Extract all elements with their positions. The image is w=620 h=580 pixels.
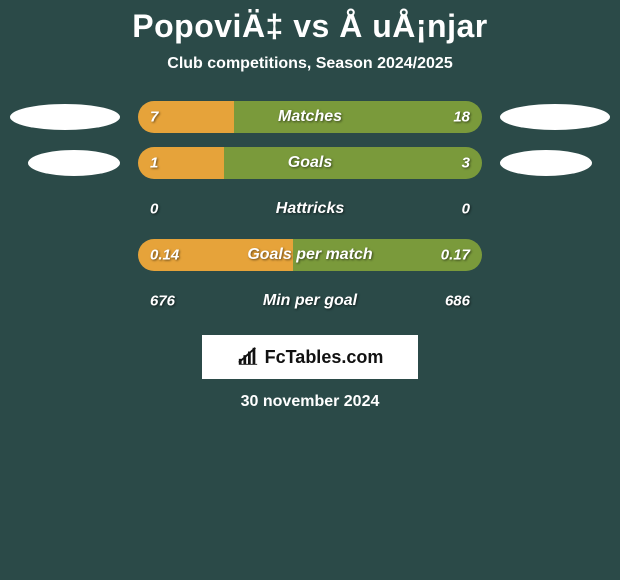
spacer [10,196,120,222]
stat-row: 7 Matches 18 [0,101,620,133]
stat-bar-goals: 1 Goals 3 [138,147,482,179]
stat-left-value: 1 [150,155,158,172]
source-logo[interactable]: FcTables.com [202,335,418,379]
chart-icon [237,346,259,368]
comparison-rows: 7 Matches 18 1 Goals 3 0 [0,101,620,317]
stat-right-value: 686 [445,293,470,310]
bar-right-fill [234,101,482,133]
spacer [10,288,120,314]
spacer [500,196,610,222]
stat-row: 1 Goals 3 [0,147,620,179]
stat-left-value: 7 [150,109,158,126]
stat-right-value: 0.17 [441,247,470,264]
page-title: PopoviÄ‡ vs Å uÅ¡njar [132,8,487,45]
spacer [500,242,610,268]
player-avatar-left-2 [28,150,120,176]
stat-label: Goals [288,154,332,172]
spacer [10,242,120,268]
spacer [500,288,610,314]
snapshot-date: 30 november 2024 [241,393,380,411]
comparison-widget: PopoviÄ‡ vs Å uÅ¡njar Club competitions,… [0,0,620,411]
stat-left-value: 0 [150,201,158,218]
stat-right-value: 3 [462,155,470,172]
stat-bar-mpg: 676 Min per goal 686 [138,285,482,317]
source-logo-text: FcTables.com [265,347,384,368]
stat-left-value: 676 [150,293,175,310]
stat-label: Goals per match [247,246,372,264]
stat-bar-matches: 7 Matches 18 [138,101,482,133]
stat-row: 0 Hattricks 0 [0,193,620,225]
stat-row: 0.14 Goals per match 0.17 [0,239,620,271]
stat-right-value: 18 [453,109,470,126]
bar-right-fill [224,147,482,179]
stat-right-value: 0 [462,201,470,218]
stat-label: Min per goal [263,292,357,310]
player-avatar-right [500,104,610,130]
stat-label: Matches [278,108,342,126]
stat-bar-gpm: 0.14 Goals per match 0.17 [138,239,482,271]
player-avatar-left [10,104,120,130]
stat-label: Hattricks [276,200,344,218]
player-avatar-right-2 [500,150,592,176]
stat-row: 676 Min per goal 686 [0,285,620,317]
page-subtitle: Club competitions, Season 2024/2025 [167,55,452,73]
stat-bar-hattricks: 0 Hattricks 0 [138,193,482,225]
stat-left-value: 0.14 [150,247,179,264]
